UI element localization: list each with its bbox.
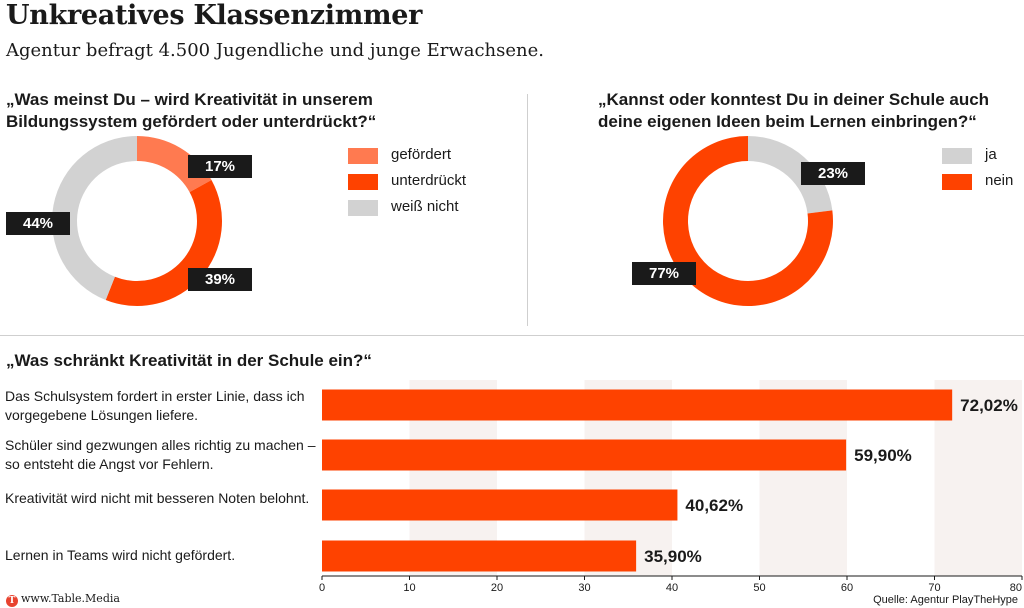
bar-category-label: Schüler sind gezwungen alles richtig zu … [5,437,316,472]
donut-slice-2 [663,136,834,306]
bar-category-label: Das Schulsystem fordert in erster Linie,… [5,388,305,423]
x-axis-tick-label: 10 [403,582,415,594]
x-axis-tick-label: 0 [319,582,325,594]
x-axis-tick-label: 30 [578,582,590,594]
bar-category-label: Lernen in Teams wird nicht gefördert. [5,547,236,563]
legend-item: ja [942,146,1022,172]
donut1-label-gefoerdert: 17% [188,155,252,178]
page-title: Unkreatives Klassenzimmer [6,0,423,31]
donut2-question: „Kannst oder konntest Du in deiner Schul… [598,90,990,131]
donut2-label-ja: 23% [801,162,865,185]
donut2-label-nein: 77% [632,262,696,285]
page-subtitle: Agentur befragt 4.500 Jugendliche und ju… [6,40,544,61]
x-axis-tick-label: 80 [1010,582,1022,594]
donut-slice-1 [748,136,833,214]
site-url: www.Table.Media [21,592,120,605]
legend-swatch [348,174,378,190]
donut2-legend: ja nein [942,146,1022,198]
bar [322,389,953,421]
bar-category-label: Kreativität wird nicht mit besseren Note… [5,490,310,506]
legend-swatch [348,200,378,216]
bar-value-label: 35,90% [644,547,702,566]
bar-value-label: 72,02% [960,396,1018,415]
legend-label: gefördert [391,146,452,163]
bar [322,489,678,521]
donut-slice-1 [137,136,212,193]
x-axis-tick-label: 20 [491,582,503,594]
source-note: Quelle: Agentur PlayTheHype [873,594,1018,606]
horizontal-divider [0,335,1024,336]
donut1-label-unterdrueckt: 39% [188,268,252,291]
legend-item: unterdrückt [348,172,518,198]
donut1-question: „Was meinst Du – wird Kreativität in uns… [6,90,377,131]
legend-label: nein [985,172,1014,189]
donut1-label-weiss-nicht: 44% [6,212,70,235]
legend-swatch [348,148,378,164]
legend-swatch [942,148,972,164]
x-axis-tick-label: 60 [841,582,853,594]
legend-label: ja [985,146,997,163]
bar-chart-question: „Was schränkt Kreativität in der Schule … [6,351,372,370]
bar-value-label: 59,90% [854,446,912,465]
vertical-divider [527,94,528,326]
bar [322,439,847,471]
legend-label: unterdrückt [391,172,467,189]
legend-item: weiß nicht [348,198,518,224]
x-axis-tick-label: 40 [666,582,678,594]
donut1-legend: gefördert unterdrückt weiß nicht [348,146,518,224]
table-media-logo-icon: T [6,595,18,607]
x-axis-tick-label: 50 [753,582,765,594]
legend-label: weiß nicht [391,198,459,215]
x-axis-tick-label: 70 [928,582,940,594]
donut-slice-3 [51,136,137,301]
bar-value-label: 40,62% [685,496,743,515]
legend-item: nein [942,172,1022,198]
legend-item: gefördert [348,146,518,172]
legend-swatch [942,174,972,190]
bar [322,540,637,572]
